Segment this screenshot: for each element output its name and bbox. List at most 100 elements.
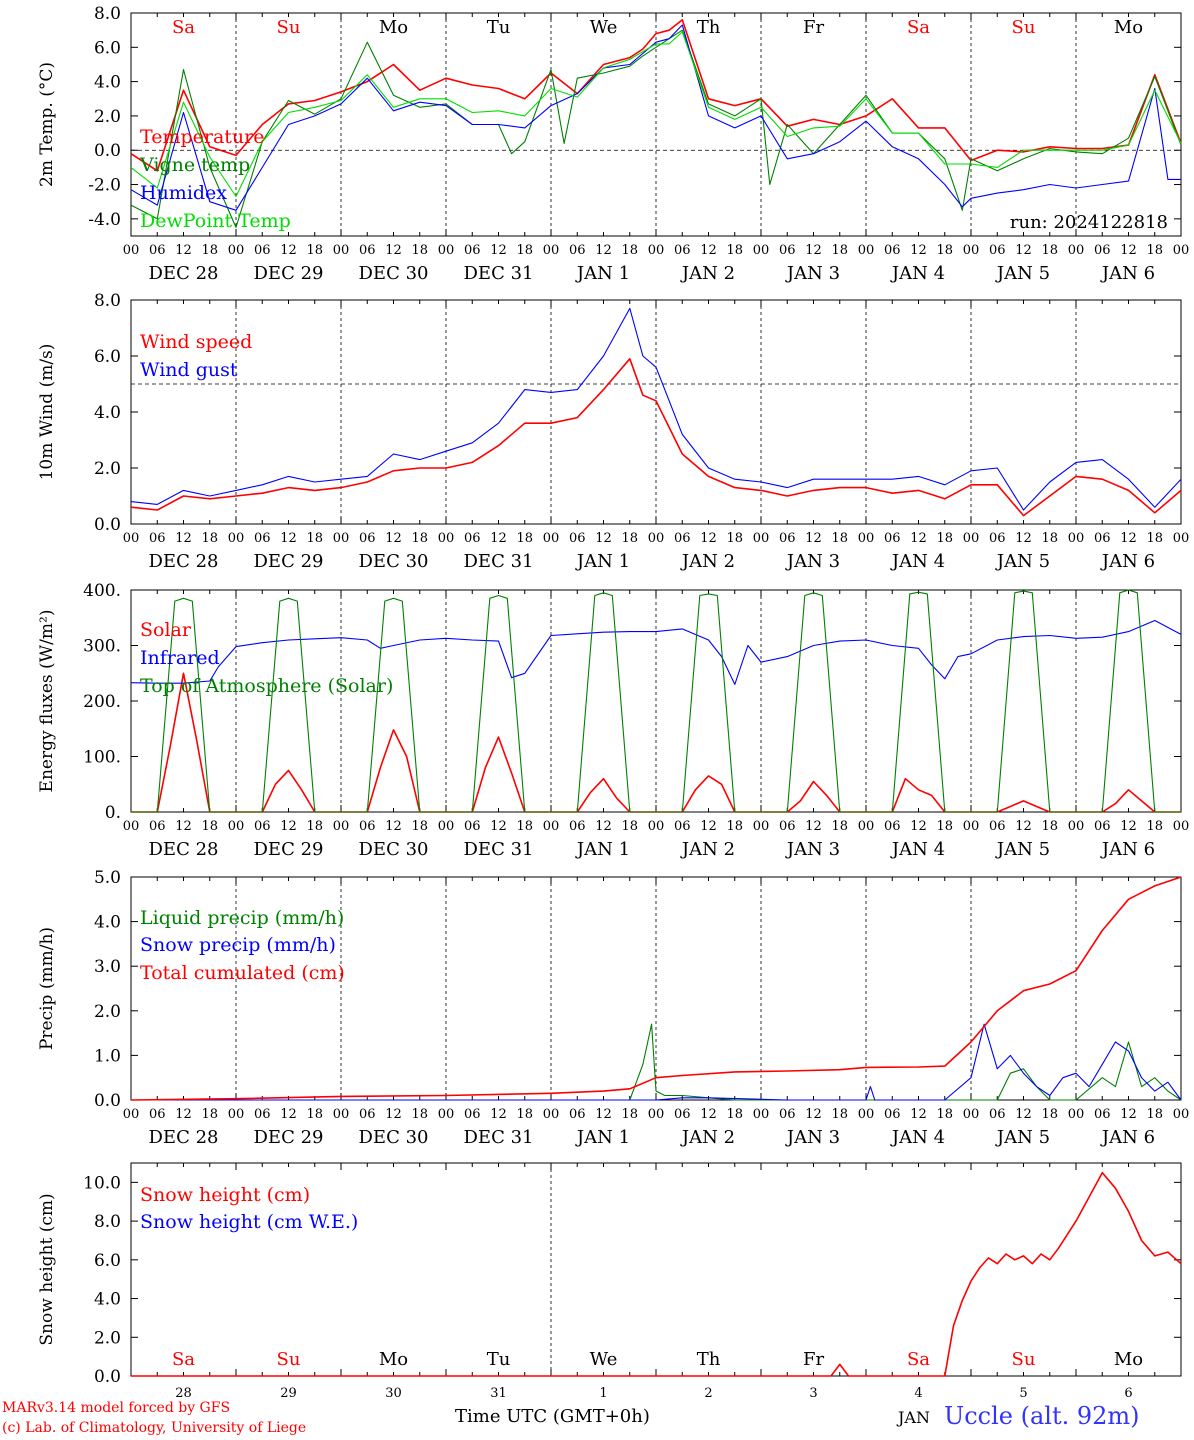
hour-tick-label: 18: [201, 819, 218, 834]
hour-tick-label: 18: [936, 531, 953, 546]
series-line: [131, 1023, 1182, 1101]
day-name: Th: [697, 1349, 721, 1370]
hour-tick-label: 00: [1173, 1107, 1190, 1122]
hour-tick-label: 06: [1094, 243, 1111, 258]
hour-tick-label: 12: [910, 531, 927, 546]
hour-tick-label: 00: [123, 1107, 140, 1122]
hour-tick-label: 06: [674, 819, 691, 834]
y-tick-label: 5.0: [94, 868, 121, 888]
legend-entry: Top of Atmosphere (Solar): [140, 675, 393, 697]
legend-entry: Infrared: [140, 647, 220, 669]
y-axis-label: 2m Temp. (°C): [37, 62, 57, 187]
hour-tick-label: 18: [621, 243, 638, 258]
date-label: JAN 2: [680, 263, 735, 284]
hour-tick-label: 06: [359, 819, 376, 834]
hour-tick-label: 18: [306, 243, 323, 258]
y-tick-label: 8.0: [94, 1212, 121, 1232]
y-tick-label: 0.: [105, 803, 121, 823]
date-label: DEC 31: [464, 839, 534, 860]
hour-tick-label: 00: [963, 819, 980, 834]
hour-tick-label: 12: [175, 819, 192, 834]
y-tick-label: 2.0: [94, 107, 121, 127]
series-line: [130, 29, 1182, 228]
hour-tick-label: 00: [858, 243, 875, 258]
hour-tick-label: 00: [228, 531, 245, 546]
date-label: DEC 29: [254, 1127, 324, 1148]
hour-tick-label: 06: [359, 243, 376, 258]
hour-tick-label: 00: [333, 243, 350, 258]
hour-tick-label: 12: [910, 1107, 927, 1122]
hour-tick-label: 12: [1015, 531, 1032, 546]
legend-entry: Total cumulated (cm): [140, 962, 345, 984]
hour-tick-label: 06: [779, 243, 796, 258]
hour-tick-label: 12: [385, 1107, 402, 1122]
hour-tick-label: 00: [228, 819, 245, 834]
hour-tick-label: 18: [516, 243, 533, 258]
date-label: DEC 31: [464, 551, 534, 572]
date-label: JAN 4: [890, 839, 945, 860]
series-line: [130, 876, 1182, 1101]
legend-entry: DewPoint Temp: [140, 210, 291, 232]
date-label: DEC 31: [464, 263, 534, 284]
hour-tick-label: 00: [333, 1107, 350, 1122]
date-label: JAN 5: [995, 551, 1050, 572]
hour-tick-label: 18: [831, 243, 848, 258]
hour-tick-label: 18: [621, 531, 638, 546]
y-tick-label: 6.0: [94, 347, 121, 367]
hour-tick-label: 00: [123, 531, 140, 546]
date-label: DEC 28: [149, 839, 219, 860]
series-line: [130, 19, 1182, 172]
series-line: [131, 589, 1181, 813]
hour-tick-label: 00: [1173, 531, 1190, 546]
y-tick-label: 2.0: [94, 1328, 121, 1348]
hour-tick-label: 18: [1041, 531, 1058, 546]
hour-tick-label: 12: [490, 1107, 507, 1122]
hour-tick-label: 00: [753, 531, 770, 546]
hour-tick-label: 18: [726, 1107, 743, 1122]
day-name: Fr: [803, 1349, 824, 1370]
hour-tick-label: 18: [831, 1107, 848, 1122]
hour-tick-label: 06: [989, 531, 1006, 546]
hour-tick-label: 06: [149, 1107, 166, 1122]
day-number: 6: [1124, 1386, 1132, 1401]
hour-tick-label: 12: [385, 819, 402, 834]
hour-tick-label: 00: [858, 531, 875, 546]
hour-tick-label: 18: [411, 819, 428, 834]
hour-tick-label: 18: [516, 1107, 533, 1122]
hour-tick-label: 06: [149, 531, 166, 546]
y-tick-label: 400.: [83, 581, 121, 601]
y-tick-label: 4.0: [94, 73, 121, 93]
hour-tick-label: 12: [1120, 819, 1137, 834]
hour-tick-label: 12: [280, 243, 297, 258]
hour-tick-label: 06: [254, 819, 271, 834]
day-name: We: [590, 1349, 618, 1370]
hour-tick-label: 00: [543, 819, 560, 834]
hour-tick-label: 00: [963, 531, 980, 546]
legend-entry: Snow precip (mm/h): [140, 934, 336, 956]
hour-tick-label: 00: [333, 531, 350, 546]
hour-tick-label: 12: [805, 1107, 822, 1122]
hour-tick-label: 18: [306, 819, 323, 834]
hour-tick-label: 18: [1146, 1107, 1163, 1122]
hour-tick-label: 06: [989, 243, 1006, 258]
date-label: JAN 5: [995, 839, 1050, 860]
hour-tick-label: 12: [280, 819, 297, 834]
hour-tick-label: 06: [149, 243, 166, 258]
day-name: Mo: [1114, 1349, 1143, 1370]
hour-tick-label: 06: [569, 531, 586, 546]
y-tick-label: 0.0: [94, 1367, 121, 1387]
hour-tick-label: 12: [1120, 531, 1137, 546]
y-tick-label: 1.0: [94, 1046, 121, 1066]
hour-tick-label: 18: [306, 1107, 323, 1122]
hour-tick-label: 06: [254, 531, 271, 546]
hour-tick-label: 18: [936, 243, 953, 258]
hour-tick-label: 00: [753, 1107, 770, 1122]
hour-tick-label: 06: [569, 243, 586, 258]
day-name: Sa: [172, 17, 195, 38]
y-axis-label: 10m Wind (m/s): [37, 344, 57, 481]
hour-tick-label: 00: [648, 243, 665, 258]
y-tick-label: -4.0: [88, 210, 121, 230]
date-label: JAN 1: [575, 263, 630, 284]
hour-tick-label: 12: [910, 819, 927, 834]
date-label: DEC 28: [149, 263, 219, 284]
